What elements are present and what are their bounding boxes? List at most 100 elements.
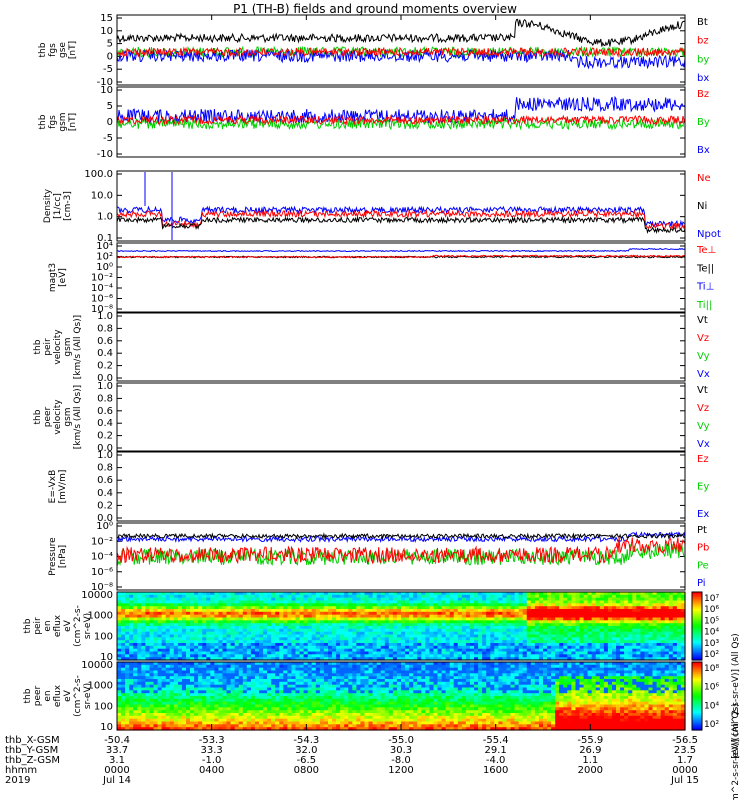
spectrogram-cell (292, 724, 297, 727)
spectrogram-cell (454, 654, 459, 657)
spectrogram-cell (531, 603, 536, 606)
panel-ylabel-peer_v: velocity (53, 399, 63, 435)
spectrogram-cell (121, 595, 126, 598)
panel-ylabel-fgs: fgs (48, 43, 58, 57)
spectrogram-cell (442, 654, 447, 657)
spectrogram-cell (494, 595, 499, 598)
spectrogram-cell (462, 612, 467, 615)
spectrogram-cell (287, 690, 292, 693)
spectrogram-cell (308, 716, 313, 719)
spectrogram-cell (596, 637, 601, 640)
legend-peir_v-0: Vt (697, 315, 708, 326)
spectrogram-cell (296, 699, 301, 702)
spectrogram-cell (227, 716, 232, 719)
spectrogram-cell (247, 673, 252, 676)
spectrogram-cell (640, 646, 645, 649)
spectrogram-cell (336, 620, 341, 623)
spectrogram-cell (324, 673, 329, 676)
spectrogram-cell (223, 620, 228, 623)
spectrogram-cell (121, 699, 126, 702)
spectrogram-cell (259, 707, 264, 710)
spectrogram-cell (214, 699, 219, 702)
spectrogram-cell (271, 682, 276, 685)
spectrogram-cell (218, 724, 223, 727)
spectrogram-cell (129, 716, 134, 719)
spectrogram-cell (446, 595, 451, 598)
panel-ylabel-fgs_gsm: [nT] (68, 113, 78, 131)
spectrogram-cell (328, 707, 333, 710)
spectrogram-cell (271, 612, 276, 615)
spectrogram-cell (275, 690, 280, 693)
spectrogram-cell (438, 612, 443, 615)
spectrogram-cell (194, 690, 199, 693)
spectrogram-cell (312, 595, 317, 598)
spectrogram-cell (137, 682, 142, 685)
line-Npot (117, 207, 685, 227)
spectrogram-cell (649, 595, 654, 598)
spectrogram-cell (158, 690, 163, 693)
spectrogram-cell (316, 724, 321, 727)
spectrogram-cell (125, 682, 130, 685)
spectrogram-cell (539, 595, 544, 598)
spectrogram-cell (498, 629, 503, 632)
spectrogram-cell (129, 646, 134, 649)
spectrogram-cell (531, 654, 536, 657)
panel-frame-peer_v (117, 383, 685, 451)
spectrogram-cell (644, 654, 649, 657)
spectrogram-cell (287, 612, 292, 615)
spectrogram-cell (251, 629, 256, 632)
spectrogram-cell (515, 646, 520, 649)
spectrogram-cell (170, 699, 175, 702)
spectrogram-cell (320, 724, 325, 727)
spectrogram-cell (174, 690, 179, 693)
spectrogram-cell (150, 665, 155, 668)
spectrogram-cell (259, 603, 264, 606)
spectrogram-cell (129, 654, 134, 657)
spectrogram-cell (117, 724, 122, 727)
spectrogram-cell (202, 724, 207, 727)
spectrogram-cell (125, 699, 130, 702)
spectrogram-cell (470, 612, 475, 615)
spectrogram-cell (202, 673, 207, 676)
spectrogram-cell (223, 637, 228, 640)
spectrogram-cell (296, 620, 301, 623)
spectrogram-cell (624, 603, 629, 606)
spectrogram-cell (255, 637, 260, 640)
spectrogram-cell (194, 654, 199, 657)
panel-ylabel-peer_v: gsm (63, 407, 73, 426)
spectrogram-cell (669, 646, 674, 649)
spectrogram-cell (312, 612, 317, 615)
spectrogram-cell (141, 595, 146, 598)
spectrogram-cell (580, 654, 585, 657)
spectrogram-cell (206, 673, 211, 676)
ytick-label-magt3: 10⁻² (91, 273, 113, 284)
spectrogram-cell (190, 707, 195, 710)
spectrogram-cell (308, 620, 313, 623)
spectrogram-cell (186, 724, 191, 727)
spectrogram-cell (133, 665, 138, 668)
spectrogram-cell (275, 665, 280, 668)
spectrogram-cell (154, 620, 159, 623)
spectrogram-cell (604, 629, 609, 632)
spectrogram-cell (239, 637, 244, 640)
spectrogram-cell (133, 682, 138, 685)
spectrogram-cell (393, 629, 398, 632)
spectrogram-cell (336, 707, 341, 710)
spectrogram-cell (243, 654, 248, 657)
spectrogram-cell (182, 724, 187, 727)
spectrogram-cell (125, 665, 130, 668)
spectrogram-cell (186, 629, 191, 632)
spectrogram-cell (381, 637, 386, 640)
spectrogram-cell (296, 646, 301, 649)
spectrogram-cell (214, 673, 219, 676)
spectrogram-cell (454, 629, 459, 632)
panel-ylabel-magt3: [eV] (58, 268, 68, 287)
spectrogram-cell (571, 646, 576, 649)
spectrogram-cell (332, 707, 337, 710)
spectrogram-cell (332, 724, 337, 727)
panel-ylabel-fgs_gsm: thb (38, 114, 48, 129)
spectrogram-cell (636, 629, 641, 632)
line-Ti (117, 249, 685, 252)
spectrogram-cell (608, 646, 613, 649)
spectrogram-cell (166, 603, 171, 606)
